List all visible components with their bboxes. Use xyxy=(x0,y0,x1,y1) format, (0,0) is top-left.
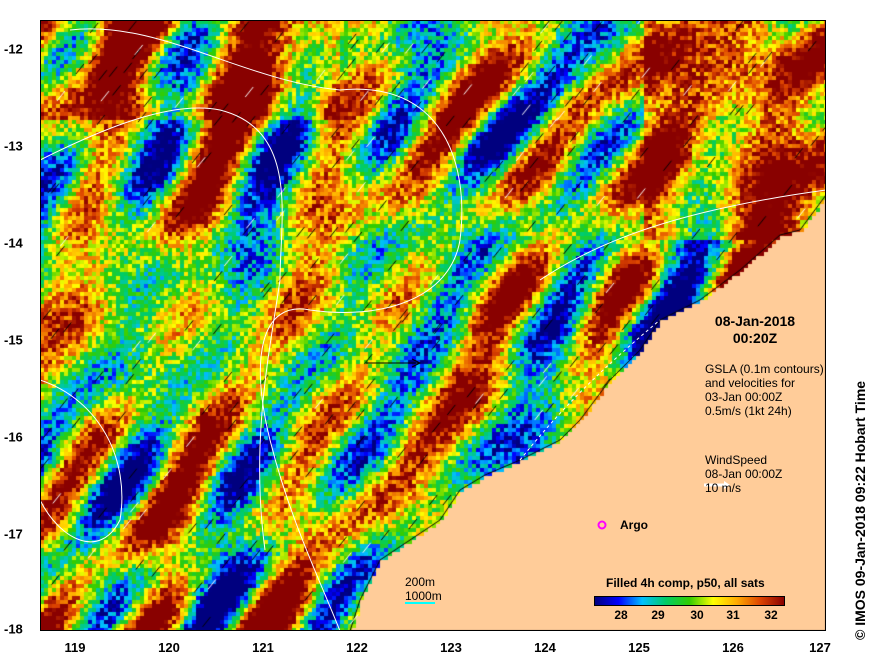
y-tick: -16 xyxy=(4,429,23,445)
credit-text: © IMOS 09-Jan-2018 09:22 Hobart Time xyxy=(852,380,868,640)
gsla-contour xyxy=(519,319,661,461)
colorbar-tick: 30 xyxy=(690,608,704,622)
gsla-contour xyxy=(539,189,826,281)
colorbar-title: Filled 4h comp, p50, all sats xyxy=(606,576,765,590)
y-tick: -18 xyxy=(4,621,23,637)
gsla-contour xyxy=(40,107,283,551)
gsla-line: and velocities for xyxy=(705,376,796,390)
colorbar xyxy=(594,596,785,606)
gsla-contour xyxy=(40,379,123,543)
gsla-contour xyxy=(69,28,463,631)
title-date: 08-Jan-2018 xyxy=(714,313,796,329)
gsla-line: GSLA (0.1m contours) xyxy=(705,362,824,376)
x-tick: 122 xyxy=(346,640,368,655)
y-tick: -14 xyxy=(4,235,23,251)
wind-line: WindSpeed xyxy=(705,453,768,467)
x-tick: 121 xyxy=(252,640,274,655)
x-tick: 126 xyxy=(722,640,744,655)
x-tick: 120 xyxy=(158,640,180,655)
colorbar-tick: 31 xyxy=(726,608,740,622)
title-time: 00:20Z xyxy=(732,330,778,346)
map-title: 08-Jan-2018 00:20Z xyxy=(690,313,820,347)
wind-line: 10 m/s xyxy=(705,481,742,495)
colorbar-tick: 32 xyxy=(764,608,778,622)
sst-map[interactable] xyxy=(40,20,826,631)
argo-label: Argo xyxy=(620,518,648,532)
gsla-line: 03-Jan 00:00Z xyxy=(705,390,783,404)
argo-marker xyxy=(597,520,607,530)
gsla-legend: GSLA (0.1m contours) and velocities for … xyxy=(705,362,824,418)
x-tick: 127 xyxy=(809,640,831,655)
y-tick: -13 xyxy=(4,138,23,154)
x-tick: 125 xyxy=(628,640,650,655)
gsla-contours xyxy=(40,28,826,631)
x-tick: 124 xyxy=(534,640,556,655)
y-tick: -12 xyxy=(4,41,23,57)
x-tick: 119 xyxy=(64,640,86,655)
depth-1000m-label: 1000m xyxy=(405,589,442,603)
colorbar-tick: 29 xyxy=(651,608,665,622)
depth-200m-label: 200m xyxy=(405,575,436,589)
map-overlay xyxy=(40,28,826,631)
wind-line: 08-Jan 00:00Z xyxy=(705,467,783,481)
x-tick: 123 xyxy=(440,640,462,655)
gsla-line: 0.5m/s (1kt 24h) xyxy=(705,404,792,418)
y-tick: -15 xyxy=(4,332,23,348)
y-tick: -17 xyxy=(4,526,23,542)
colorbar-tick: 28 xyxy=(614,608,628,622)
wind-legend: WindSpeed 08-Jan 00:00Z 10 m/s xyxy=(705,453,782,495)
